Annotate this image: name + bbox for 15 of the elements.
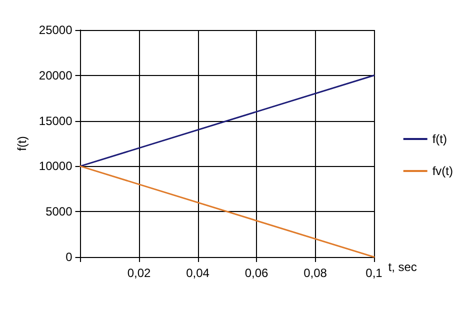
x-tick-label: 0,04 [186, 266, 210, 280]
x-tick-label: 0,08 [304, 266, 328, 280]
x-tick-label: 0,1 [366, 266, 383, 280]
y-tick-label: 20000 [38, 68, 73, 82]
y-tick-label: 0 [66, 250, 73, 264]
legend-label: fv(t) [432, 164, 454, 178]
x-axis-title: t, sec [388, 260, 417, 274]
y-axis-title: f(t) [15, 136, 29, 151]
x-tick-label: 0,02 [127, 266, 152, 280]
x-tick-label: 0,06 [244, 266, 269, 280]
legend-label: f(t) [432, 132, 448, 146]
y-tick-label: 5000 [46, 204, 73, 219]
y-tick-label: 25000 [38, 23, 73, 37]
y-tick-label: 10000 [38, 159, 73, 174]
y-tick-label: 15000 [38, 114, 73, 128]
